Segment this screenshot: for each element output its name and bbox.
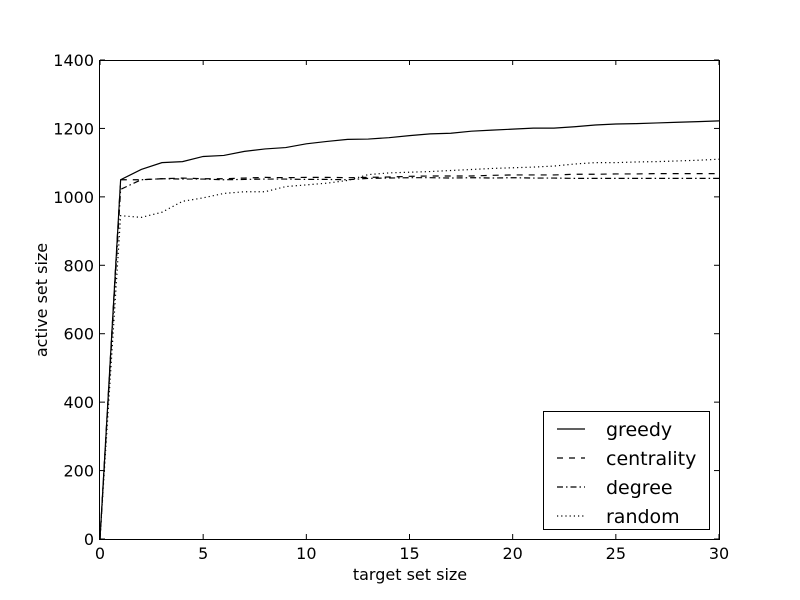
legend-label-greedy: greedy <box>606 419 672 441</box>
series-line-greedy <box>99 120 720 540</box>
legend: greedy centrality degree random <box>543 411 710 530</box>
plot-frame <box>99 60 720 540</box>
x-tick-label: 15 <box>399 544 419 563</box>
x-tick-label: 25 <box>606 544 626 563</box>
x-tick-label: 5 <box>198 544 208 563</box>
y-tick-label: 200 <box>63 462 94 481</box>
legend-box <box>543 411 710 530</box>
x-tick-label: 10 <box>296 544 316 563</box>
y-tick-label: 600 <box>63 325 94 344</box>
y-axis-label: active set size <box>32 243 51 357</box>
y-tick-label: 1200 <box>53 119 94 138</box>
legend-label-centrality: centrality <box>606 448 696 470</box>
y-tick-label: 0 <box>84 530 94 549</box>
y-tick-label: 1400 <box>53 51 94 70</box>
x-tick-label: 0 <box>95 544 105 563</box>
series-line-degree <box>99 177 719 540</box>
ticks-layer: 0 5 10 15 20 25 30 0 200 400 600 800 1000 1200 1400 <box>53 51 729 563</box>
x-tick-label: 30 <box>709 544 729 563</box>
y-tick-label: 400 <box>63 393 94 412</box>
series-layer <box>99 120 720 540</box>
y-tick-label: 1000 <box>53 188 94 207</box>
legend-label-degree: degree <box>606 477 673 499</box>
series-line-centrality <box>99 172 719 540</box>
x-axis-label: target set size <box>353 565 467 584</box>
legend-label-random: random <box>606 506 680 528</box>
y-tick-label: 800 <box>63 256 94 275</box>
x-tick-label: 20 <box>502 544 522 563</box>
